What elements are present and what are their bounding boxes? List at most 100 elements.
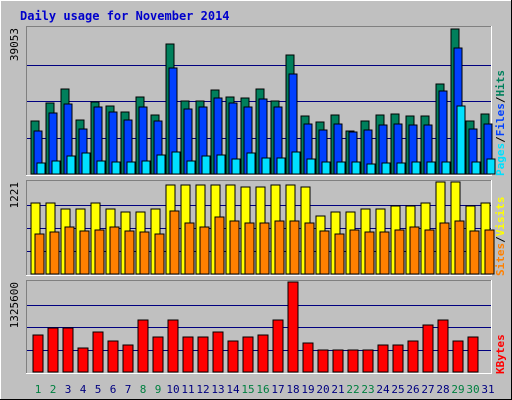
bar-kbytes-9 (152, 336, 164, 373)
bar-pages-2 (51, 160, 61, 175)
legend-visits-sites: Sites/Visits (494, 197, 507, 277)
bar-kbytes-2 (47, 327, 59, 373)
x-tick-label-17: 17 (271, 383, 284, 396)
bar-sites-20 (319, 230, 330, 275)
x-tick-label-3: 3 (65, 383, 72, 396)
bar-sites-10 (169, 210, 180, 275)
bar-pages-21 (336, 161, 346, 175)
legend-item-pages: Pages (494, 143, 507, 176)
bar-pages-12 (201, 155, 211, 175)
x-tick-label-11: 11 (181, 383, 194, 396)
bar-sites-16 (259, 222, 270, 275)
bar-sites-23 (364, 231, 375, 275)
x-tick-label-18: 18 (286, 383, 299, 396)
bar-kbytes-5 (92, 331, 104, 373)
bar-sites-2 (49, 231, 60, 275)
bar-sites-7 (124, 230, 135, 275)
bar-pages-26 (411, 161, 421, 175)
bar-kbytes-23 (362, 349, 374, 373)
bar-pages-7 (126, 161, 136, 175)
bar-kbytes-28 (437, 319, 449, 373)
y-max-label: 1221 (8, 182, 21, 209)
bar-sites-18 (289, 220, 300, 275)
x-tick-label-1: 1 (35, 383, 42, 396)
bar-pages-4 (81, 152, 91, 175)
bar-pages-31 (486, 158, 496, 175)
bar-kbytes-1 (32, 334, 44, 373)
bar-kbytes-10 (167, 319, 179, 373)
bar-kbytes-15 (242, 336, 254, 373)
panel-kbytes: 1325600 KBytes (8, 280, 507, 374)
bar-sites-12 (199, 226, 210, 275)
x-tick-label-2: 2 (50, 383, 57, 396)
bar-pages-1 (36, 162, 46, 175)
bar-kbytes-24 (377, 344, 389, 373)
bar-kbytes-14 (227, 340, 239, 373)
bar-sites-15 (244, 222, 255, 275)
chart-title: Daily usage for November 2014 (20, 9, 230, 23)
bar-kbytes-3 (62, 327, 74, 373)
bar-kbytes-11 (182, 336, 194, 373)
legend-item-visits: Visits (494, 197, 507, 237)
bar-kbytes-20 (317, 349, 329, 373)
bar-pages-15 (246, 152, 256, 175)
bar-sites-31 (484, 229, 495, 275)
x-tick-label-4: 4 (80, 383, 87, 396)
x-tick-label-9: 9 (155, 383, 162, 396)
bar-sites-3 (64, 226, 75, 275)
bar-sites-8 (139, 231, 150, 275)
x-tick-label-20: 20 (316, 383, 329, 396)
bar-sites-17 (274, 220, 285, 275)
bar-sites-30 (469, 230, 480, 275)
bar-sites-19 (304, 222, 315, 275)
x-tick-label-5: 5 (95, 383, 102, 396)
bar-kbytes-29 (452, 340, 464, 373)
bar-kbytes-19 (302, 342, 314, 373)
legend-item-files: Files (494, 103, 507, 136)
x-tick-label-16: 16 (256, 383, 269, 396)
bar-pages-17 (276, 157, 286, 175)
bar-sites-24 (379, 231, 390, 275)
bar-pages-20 (321, 161, 331, 175)
legend-hits-files-pages: Pages/Files/Hits (494, 70, 507, 176)
chart-panels: 39053 Pages/Files/Hits 1221 Sites/Visits 132… (8, 26, 507, 374)
legend-item-sites: Sites (494, 243, 507, 276)
bar-pages-10 (171, 151, 181, 175)
legend-item-hits: Hits (494, 70, 507, 97)
bar-pages-13 (216, 154, 226, 175)
bar-pages-5 (96, 160, 106, 175)
bar-kbytes-30 (467, 336, 479, 373)
bar-sites-11 (184, 222, 195, 275)
bar-sites-26 (409, 226, 420, 275)
bar-pages-28 (441, 161, 451, 175)
x-tick-label-13: 13 (211, 383, 224, 396)
x-tick-label-6: 6 (110, 383, 117, 396)
bar-pages-22 (351, 161, 361, 175)
x-tick-label-12: 12 (196, 383, 209, 396)
bar-sites-22 (349, 229, 360, 275)
bar-kbytes-25 (392, 344, 404, 373)
x-tick-label-22: 22 (346, 383, 359, 396)
bar-kbytes-22 (347, 349, 359, 373)
x-tick-label-31: 31 (481, 383, 494, 396)
x-tick-label-15: 15 (241, 383, 254, 396)
bar-kbytes-17 (272, 319, 284, 373)
y-max-label: 39053 (8, 28, 21, 61)
bar-kbytes-7 (122, 344, 134, 373)
bar-pages-19 (306, 158, 316, 175)
panel-hits-files-pages: 39053 Pages/Files/Hits (8, 26, 507, 176)
bar-sites-4 (79, 230, 90, 275)
legend-item-kbytes: KBytes (494, 334, 507, 374)
x-tick-label-25: 25 (391, 383, 404, 396)
legend-kbytes: KBytes (494, 334, 507, 374)
bar-pages-29 (456, 105, 466, 175)
bar-sites-1 (34, 233, 45, 275)
bar-kbytes-8 (137, 319, 149, 373)
bar-kbytes-21 (332, 349, 344, 373)
bar-pages-25 (396, 162, 406, 175)
bar-sites-6 (109, 226, 120, 275)
bar-sites-13 (214, 216, 225, 275)
bar-sites-9 (154, 233, 165, 275)
x-tick-label-27: 27 (421, 383, 434, 396)
bar-pages-3 (66, 155, 76, 175)
